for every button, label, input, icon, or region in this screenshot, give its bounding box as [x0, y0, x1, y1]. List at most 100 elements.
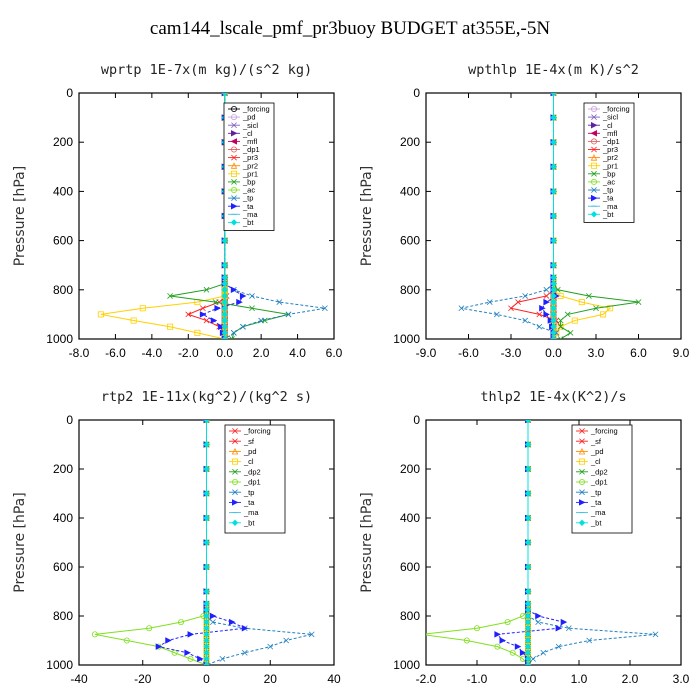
data-point	[524, 465, 532, 473]
data-point	[499, 637, 506, 644]
y-tick-label: 800	[53, 283, 73, 297]
legend: _forcing_sf_pd_cl_dp2 _dp1_tp_ta_ma_bt	[571, 424, 633, 534]
data-point	[567, 329, 574, 336]
y-tick-label: 1000	[393, 332, 420, 346]
series-group	[458, 93, 642, 339]
data-point	[203, 625, 210, 632]
legend-entry: _bt	[590, 518, 602, 527]
legend: _forcing_sicl_cl_mfl_dp1_pr3_pr2_pr1_bp_…	[583, 102, 635, 223]
data-point	[187, 655, 194, 662]
y-tick-label: 1000	[393, 658, 420, 672]
data-point	[155, 643, 163, 650]
panel-2: wpthlp 1E-4x(m K)/s^2 Pressure [hPa] -9.0 -…	[359, 62, 690, 360]
data-point	[210, 317, 218, 324]
data-point	[550, 305, 557, 312]
data-point	[218, 323, 225, 330]
plot-frame	[78, 92, 335, 340]
legend-box	[571, 424, 633, 534]
legend-entry: _mfl	[242, 137, 258, 146]
legend-marker	[579, 428, 585, 434]
legend-marker	[230, 106, 237, 113]
legend-entry: _ma	[602, 202, 618, 211]
y-tick-label: 0	[413, 413, 420, 427]
legend-entry: _tp	[590, 488, 601, 497]
legend-entry: _pr3	[242, 153, 258, 162]
data-point	[504, 619, 511, 626]
legend-marker	[231, 122, 237, 129]
y-tick-label: 1000	[46, 658, 73, 672]
data-point	[199, 311, 207, 318]
legend-marker	[590, 130, 597, 137]
legend-entry: _tp	[242, 194, 253, 203]
y-tick-label: 0	[66, 413, 73, 427]
legend-marker	[232, 489, 238, 496]
data-point	[229, 336, 235, 339]
legend-entry: _ma	[590, 508, 606, 517]
data-point	[123, 637, 130, 644]
data-point	[203, 649, 210, 656]
legend-entry: _bt	[242, 218, 254, 227]
legend-entry: _tp	[602, 186, 613, 195]
data-point	[543, 293, 550, 299]
x-tick-label: 0.0	[216, 346, 233, 360]
data-point	[550, 317, 557, 324]
x-tick-label: -4.0	[142, 346, 163, 360]
data-point	[473, 625, 480, 632]
data-point	[536, 311, 543, 318]
data-point	[524, 618, 532, 626]
data-point	[203, 420, 210, 424]
x-tick-label: -40	[70, 672, 88, 686]
legend: _forcing_sf_pd_cl_dp2 _dp1_tp_ta_ma_bt	[224, 424, 286, 534]
series-line-dp1	[94, 420, 207, 665]
legend-entry: _cl	[243, 457, 254, 466]
legend-entry: _ma	[243, 508, 259, 517]
panel-title: rtp2 1E-11x(kg^2)/(kg^2 s)	[101, 389, 312, 405]
data-point	[177, 619, 184, 626]
legend-entry: _ta	[602, 194, 614, 203]
y-tick-label: 0	[66, 86, 73, 100]
data-point	[91, 631, 98, 638]
legend-entry: _mfl	[602, 129, 618, 138]
y-tick-label: 600	[400, 560, 420, 574]
legend-marker	[579, 499, 586, 506]
data-point	[535, 619, 542, 626]
x-tick-label: -3.0	[501, 346, 522, 360]
data-point	[524, 643, 532, 650]
legend-entry: _cl	[242, 129, 253, 138]
data-point	[554, 286, 561, 293]
x-tick-label: 3.0	[673, 672, 690, 686]
data-point	[203, 606, 210, 614]
legend-marker	[231, 202, 238, 210]
data-point	[524, 655, 532, 663]
data-point	[493, 311, 500, 318]
data-point	[230, 329, 237, 336]
legend-marker	[231, 195, 237, 201]
data-point	[530, 655, 536, 662]
data-point	[187, 631, 195, 638]
data-point	[550, 292, 557, 300]
x-tick-label: -6.0	[458, 346, 479, 360]
panel-title: thlp2 1E-4x(K^2)/s	[480, 389, 626, 405]
data-point	[539, 305, 546, 312]
x-tick-label: 0	[203, 672, 210, 686]
y-tick-label: 0	[413, 86, 420, 100]
series-line-tp	[461, 93, 558, 339]
data-point	[550, 188, 557, 195]
data-point	[586, 293, 592, 299]
legend-entry: _ma	[242, 210, 258, 219]
y-tick-label: 1000	[46, 332, 73, 346]
data-point	[209, 619, 216, 626]
data-point	[285, 311, 292, 318]
legend-marker	[231, 519, 239, 526]
data-point	[522, 317, 529, 324]
legend-entry: _sf	[243, 437, 255, 446]
panel-1: wprtp 1E-7x(m kg)/(s^2 kg) Pressure [hPa]…	[12, 62, 343, 360]
data-point	[555, 643, 562, 650]
data-point	[550, 335, 557, 339]
data-point	[555, 625, 563, 632]
data-point	[203, 661, 210, 665]
legend-marker	[591, 178, 598, 185]
data-point	[199, 305, 206, 312]
data-point	[240, 323, 246, 330]
y-tick-label: 400	[400, 184, 420, 198]
